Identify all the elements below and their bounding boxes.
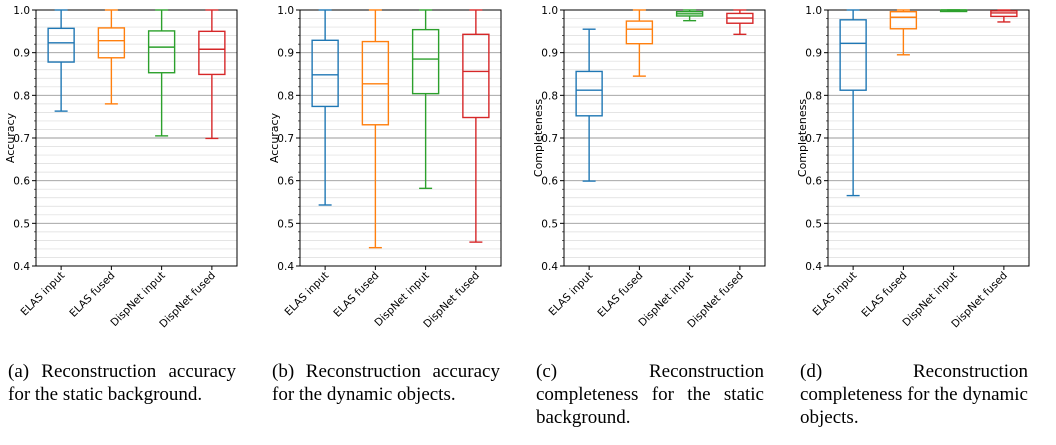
x-tick-label: ELAS fused	[859, 270, 909, 320]
chart-panel-b: 0.4 0.5 0.6 0.7 0.8 0.9 1.0 Accuracy ELAS input E…	[264, 0, 528, 445]
y-tick-label: 1.0	[541, 5, 558, 17]
box-elas-input	[48, 10, 74, 111]
chart-panel-a: 0.4 0.5 0.6 0.7 0.8 0.9 1.0 Accuracy ELAS input E…	[0, 0, 264, 445]
box-dispnet-fused	[199, 10, 225, 138]
iqr-box	[463, 34, 489, 117]
box-dispnet-input	[149, 10, 175, 136]
y-tick-label: 1.0	[277, 5, 294, 17]
x-tick-label: ELAS fused	[331, 270, 381, 320]
y-tick-label: 0.4	[541, 261, 558, 273]
x-tick-label: ELAS input	[283, 270, 332, 319]
box-elas-input	[840, 10, 866, 196]
x-tick-label: ELAS input	[19, 270, 68, 319]
y-tick-label: 0.5	[805, 218, 822, 230]
y-tick-label: 0.6	[13, 176, 30, 188]
caption-c: (c) Reconstruction completeness for the …	[536, 360, 764, 429]
iqr-box	[98, 28, 124, 58]
y-tick-label: 0.9	[805, 48, 822, 60]
caption-d: (d) Reconstruction completeness for the …	[800, 360, 1028, 429]
y-tick-label: 1.0	[805, 5, 822, 17]
caption-a: (a) Reconstruction accuracy for the stat…	[8, 360, 236, 406]
y-tick-label: 0.8	[277, 90, 294, 102]
y-tick-label: 0.8	[13, 90, 30, 102]
x-tick-label: ELAS input	[811, 270, 860, 319]
x-tick-label: ELAS fused	[595, 270, 645, 320]
box-elas-fused	[626, 10, 652, 76]
iqr-box	[48, 28, 74, 62]
box-elas-fused	[890, 10, 916, 55]
iqr-box	[413, 30, 439, 94]
iqr-box	[149, 31, 175, 73]
box-dispnet-fused	[727, 10, 753, 34]
box-elas-fused	[98, 10, 124, 104]
y-tick-label: 0.9	[277, 48, 294, 60]
box-elas-input	[576, 29, 602, 181]
chart-panel-d: 0.4 0.5 0.6 0.7 0.8 0.9 1.0 Completeness ELAS in…	[792, 0, 1056, 445]
y-tick-label: 0.9	[541, 48, 558, 60]
box-dispnet-fused	[463, 10, 489, 242]
y-axis-label: Accuracy	[4, 112, 17, 163]
y-tick-label: 0.5	[277, 218, 294, 230]
y-tick-label: 0.5	[541, 218, 558, 230]
y-tick-label: 0.9	[13, 48, 30, 60]
iqr-box	[890, 12, 916, 29]
x-tick-label: ELAS input	[547, 270, 596, 319]
y-tick-label: 1.0	[13, 5, 30, 17]
x-tick-label: ELAS fused	[67, 270, 117, 320]
y-tick-label: 0.6	[277, 176, 294, 188]
iqr-box	[626, 21, 652, 44]
box-dispnet-input	[941, 10, 967, 12]
iqr-box	[312, 40, 338, 106]
y-tick-label: 0.4	[13, 261, 30, 273]
box-dispnet-fused	[991, 10, 1017, 22]
y-tick-label: 0.4	[277, 261, 294, 273]
y-tick-label: 0.5	[13, 218, 30, 230]
box-dispnet-input	[413, 10, 439, 188]
caption-b: (b) Reconstruction accuracy for the dyna…	[272, 360, 500, 406]
box-dispnet-input	[677, 10, 703, 21]
y-axis-label: Completeness	[796, 99, 809, 177]
box-elas-input	[312, 10, 338, 205]
iqr-box	[840, 20, 866, 90]
box-elas-fused	[362, 10, 388, 248]
y-tick-label: 0.4	[805, 261, 822, 273]
y-axis-label: Completeness	[532, 99, 545, 177]
y-axis-label: Accuracy	[268, 112, 281, 163]
chart-panel-c: 0.4 0.5 0.6 0.7 0.8 0.9 1.0 Completeness ELAS in…	[528, 0, 792, 445]
